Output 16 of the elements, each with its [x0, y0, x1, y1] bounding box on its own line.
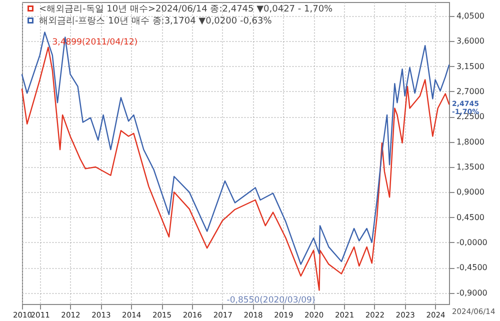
y-tick-label: 2,7000 — [456, 86, 484, 96]
y-tick-label: 4,0500 — [456, 11, 484, 20]
y-tick-label: 3,1500 — [456, 62, 484, 71]
legend-label: 해외금리-프랑스 10년 매수 종:3,1704 ▼0,0200 -0,63% — [39, 16, 272, 26]
legend-label: <해외금리-독일 10년 매수>2024/06/14 종:2,4745 ▼0,0427 - 1,70% — [39, 4, 334, 14]
y-tick-label: 1,8000 — [456, 137, 484, 146]
y-tick-label: 0,9000 — [456, 188, 484, 197]
annotation: -0,8550(2020/03/09) — [226, 295, 316, 306]
line-series — [21, 32, 450, 265]
y-tick-label: -0,4500 — [456, 263, 488, 272]
y-tick-label: 3,6000 — [456, 36, 484, 46]
y-tick-label: -0,9000 — [456, 288, 488, 298]
y-tick-label: 0,4500 — [456, 212, 484, 222]
y-tick-label: -0,0000 — [456, 238, 488, 247]
line-series — [21, 46, 450, 291]
y-tick-label: 1,3500 — [456, 162, 484, 172]
